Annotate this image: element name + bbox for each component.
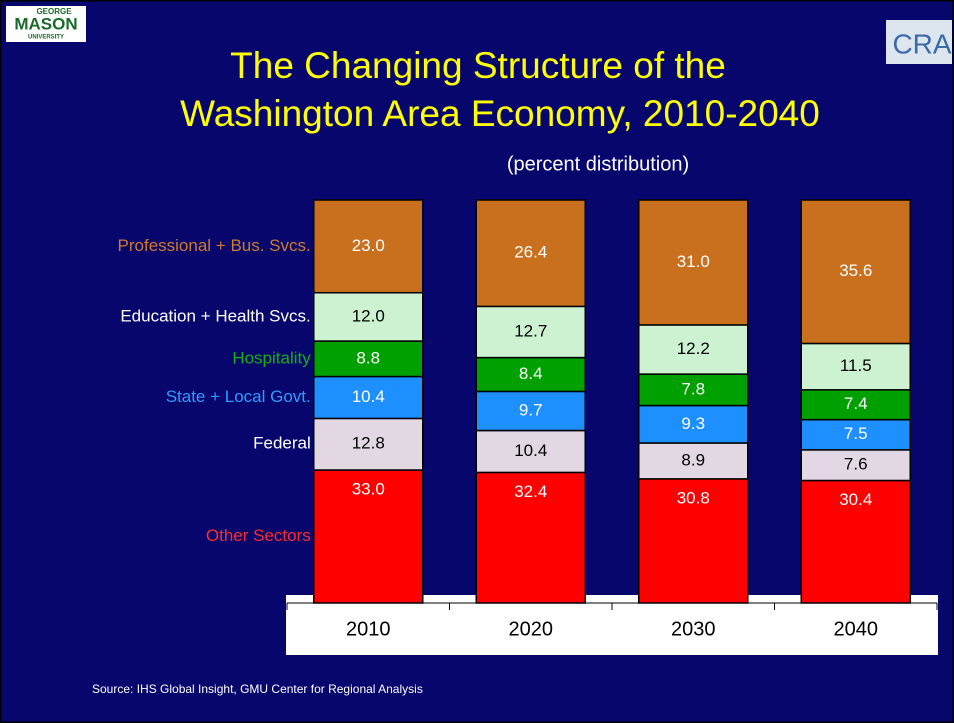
data-label: 32.4 (514, 482, 547, 501)
data-label: 8.9 (681, 450, 705, 469)
chart-title: Washington Area Economy, 2010-2040 (180, 93, 820, 134)
logo-left: GEORGE MASON UNIVERSITY (6, 6, 86, 42)
data-label: 7.6 (844, 455, 868, 474)
logo-text: UNIVERSITY (28, 35, 64, 41)
data-label: 35.6 (839, 261, 872, 280)
data-label: 12.7 (514, 321, 547, 340)
data-label: 12.0 (352, 306, 385, 325)
logo-text: GEORGE (36, 7, 72, 16)
data-label: 12.8 (352, 434, 385, 453)
data-label: 10.4 (352, 387, 385, 406)
bar-segment (800, 449, 911, 482)
x-tick-label: 2010 (346, 618, 391, 640)
logo-text: MASON (14, 14, 77, 33)
logo-box (886, 20, 952, 64)
bar-segment (638, 199, 749, 326)
data-label: 7.5 (844, 424, 868, 443)
data-label: 10.4 (514, 441, 547, 460)
bar-segment (475, 305, 586, 359)
bar-segment (475, 471, 586, 604)
legend-label: Professional + Bus. Svcs. (118, 236, 311, 255)
bar-segment (313, 199, 424, 294)
data-label: 33.0 (352, 479, 385, 498)
source: Source: IHS Global Insight, GMU Center f… (92, 682, 423, 696)
bar-segment (313, 417, 424, 471)
x-tick-label: 2030 (671, 618, 716, 640)
data-label: 7.8 (681, 379, 705, 398)
bar-segment (638, 373, 749, 407)
data-label: 9.7 (519, 400, 543, 419)
data-label: 8.8 (356, 348, 380, 367)
bar-segment (800, 342, 911, 391)
bar-segment (475, 356, 586, 393)
data-label: 31.0 (677, 252, 710, 271)
data-label: 8.4 (519, 364, 543, 383)
bar-segment (800, 199, 911, 345)
bar-segment (475, 390, 586, 432)
data-label: 30.8 (677, 488, 710, 507)
bar-segment (638, 324, 749, 375)
bar-segment (800, 479, 911, 604)
data-label: 12.2 (677, 339, 710, 358)
legend-label: Federal (253, 434, 311, 453)
bar-segment (800, 389, 911, 421)
bar-segment (313, 340, 424, 378)
x-tick-label: 2040 (834, 618, 879, 640)
bar-segment (313, 469, 424, 604)
data-label: 30.4 (839, 490, 872, 509)
legend-label: Other Sectors (206, 526, 311, 545)
legend-label: Education + Health Svcs. (120, 306, 310, 325)
chart-title: The Changing Structure of the (230, 45, 726, 86)
logo-text: CRA (892, 28, 951, 59)
legend-label: Hospitality (232, 348, 311, 367)
data-label: 11.5 (840, 356, 872, 375)
data-label: 7.4 (844, 394, 868, 413)
legend-label: State + Local Govt. (166, 387, 311, 406)
data-label: 26.4 (514, 243, 547, 262)
x-tick-label: 2020 (509, 618, 554, 640)
bar-segment (475, 199, 586, 308)
data-label: 9.3 (681, 414, 705, 433)
bar-segment (475, 429, 586, 474)
subtitle: (percent distribution) (507, 153, 689, 175)
logo-box (6, 6, 86, 42)
data-label: 23.0 (352, 236, 385, 255)
logo-right: CRA (886, 20, 952, 64)
